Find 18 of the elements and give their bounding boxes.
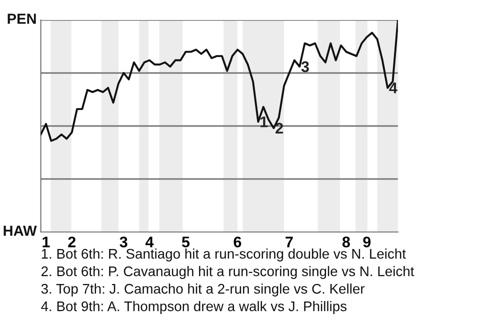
x-tick-label: 1: [42, 236, 50, 248]
annotation: 4: [389, 82, 398, 94]
x-tick-label: 2: [68, 236, 76, 248]
text: 2. Bot 6th: P. Cavanaugh hit a run-scoring single vs N. Leicht: [42, 266, 414, 279]
x-tick-label: 9: [363, 236, 371, 248]
text: 3. Top 7th: J. Camacho hit a 2-run single vs C. Keller: [41, 284, 365, 296]
annotation: 3: [301, 61, 309, 72]
x-tick-label: 3: [120, 236, 128, 248]
x-tick-label: 4: [145, 236, 154, 248]
x-tick-label: 7: [286, 236, 293, 248]
text: PEN: [8, 14, 36, 24]
x-tick-label: 8: [342, 236, 350, 248]
annotation: 1: [260, 116, 268, 128]
text: HAW: [4, 226, 37, 236]
text: 4. Bot 9th: A. Thompson drew a walk vs J. Phillips: [41, 301, 347, 314]
x-tick-label: 6: [234, 236, 242, 248]
x-tick-label: 5: [182, 236, 190, 248]
text: 1. Bot 6th: R. Santiago hit a run-scoring double vs N. Leicht: [42, 248, 406, 262]
